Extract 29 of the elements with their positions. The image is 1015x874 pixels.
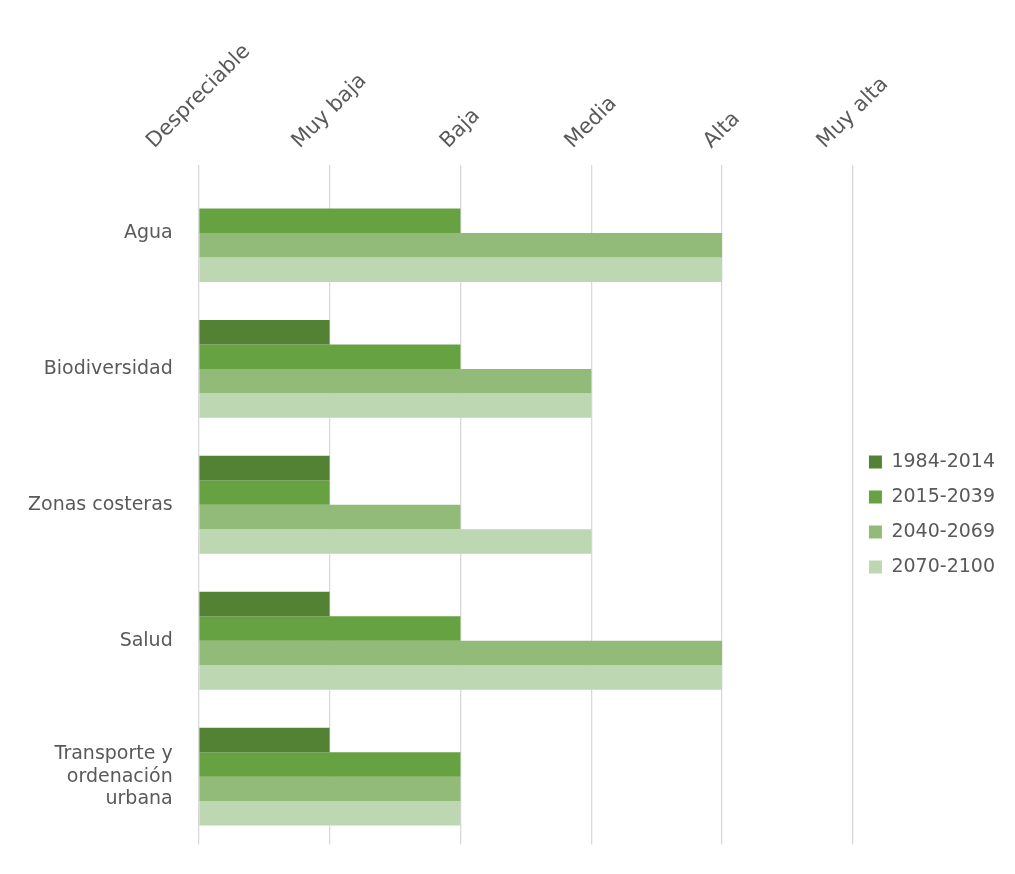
y-tick-label: Zonas costeras bbox=[27, 491, 173, 514]
legend-label: 2070-2100 bbox=[891, 553, 996, 576]
bar bbox=[199, 801, 461, 826]
bar bbox=[199, 776, 461, 802]
bar bbox=[199, 319, 330, 345]
y-tick-label: Transporte y ordenación urbana bbox=[53, 740, 173, 809]
y-tick-label: Salud bbox=[119, 627, 173, 650]
y-tick-label: Agua bbox=[123, 219, 173, 242]
bar bbox=[199, 504, 461, 530]
bar bbox=[199, 368, 592, 394]
bar bbox=[199, 232, 723, 258]
legend-label: 1984-2014 bbox=[891, 448, 996, 471]
bar bbox=[199, 455, 330, 481]
legend-label: 2015-2039 bbox=[891, 483, 996, 506]
bar bbox=[199, 257, 723, 282]
bar bbox=[199, 752, 461, 777]
bar bbox=[199, 727, 330, 753]
bar bbox=[199, 665, 723, 690]
y-tick-label: Biodiversidad bbox=[43, 355, 173, 378]
bar bbox=[199, 208, 461, 233]
bar bbox=[199, 591, 330, 617]
bar bbox=[199, 393, 592, 418]
text: Alta bbox=[697, 106, 745, 153]
bar bbox=[199, 616, 461, 641]
legend-label: 2040-2069 bbox=[891, 518, 996, 541]
bar bbox=[199, 480, 330, 505]
bar bbox=[199, 529, 592, 554]
bar bbox=[199, 640, 723, 666]
bar bbox=[199, 344, 461, 369]
